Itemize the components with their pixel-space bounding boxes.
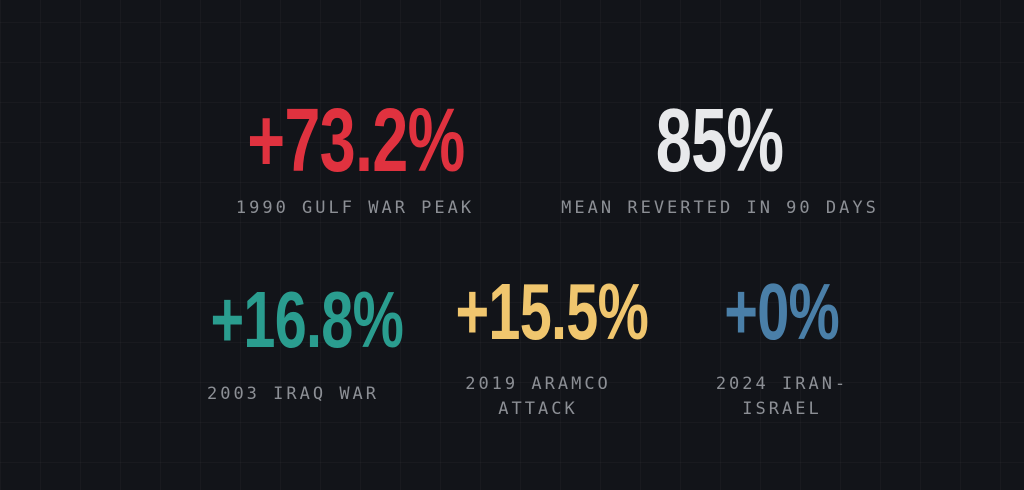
stat-label: 2024 IRAN-ISRAEL (715, 374, 849, 419)
stat-value: +0% (724, 267, 840, 356)
stat-gulf-war: +73.2% 1990 GULF WAR PEAK (205, 96, 505, 221)
stat-iran-israel: +0% 2024 IRAN-ISRAEL (672, 272, 892, 422)
stat-value: +16.8% (210, 275, 404, 364)
stat-label: 1990 GULF WAR PEAK (235, 198, 475, 218)
stat-label: 2003 IRAQ WAR (206, 384, 380, 404)
stat-label: MEAN REVERTED IN 90 DAYS (561, 198, 879, 218)
stat-value: +73.2% (247, 91, 465, 191)
stat-iraq-war: +16.8% 2003 IRAQ WAR (173, 280, 413, 407)
stat-mean-reverted: 85% MEAN REVERTED IN 90 DAYS (540, 96, 900, 221)
stat-value: 85% (656, 91, 784, 191)
stat-value: +15.5% (455, 267, 649, 356)
stat-aramco-attack: +15.5% 2019 ARAMCO ATTACK (418, 272, 658, 422)
stat-label: 2019 ARAMCO ATTACK (465, 374, 611, 419)
